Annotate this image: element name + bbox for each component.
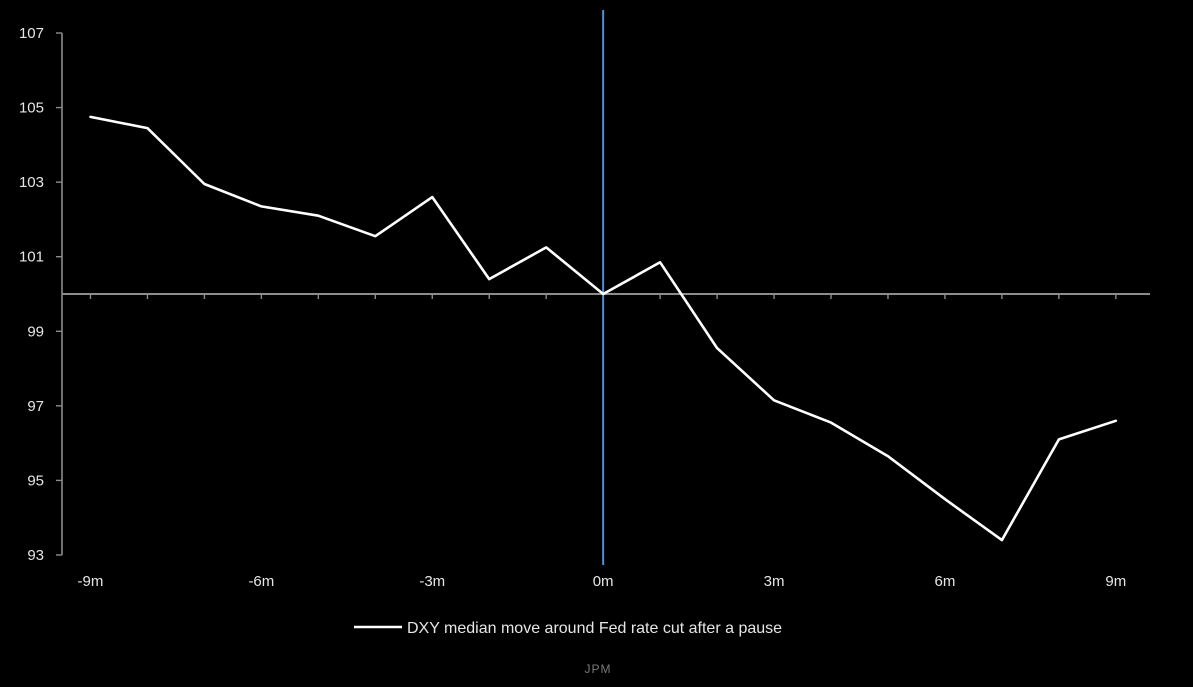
x-tick-label: 3m — [764, 573, 785, 590]
y-tick-label: 99 — [27, 323, 44, 340]
x-tick-label: -6m — [248, 573, 274, 590]
y-tick-label: 93 — [27, 547, 44, 564]
x-tick-label: 9m — [1105, 573, 1126, 590]
series-lines — [89, 115, 1118, 542]
y-tick-label: 97 — [27, 398, 44, 415]
series-line — [89, 115, 1118, 542]
y-tick-label: 101 — [19, 249, 44, 266]
x-tick-label: -3m — [419, 573, 445, 590]
y-tick-label: 105 — [19, 100, 44, 117]
y-tick-label: 103 — [19, 174, 44, 191]
x-tick-label: 0m — [593, 573, 614, 590]
x-tick-label: -9m — [78, 573, 104, 590]
legend-label: DXY median move around Fed rate cut afte… — [407, 620, 782, 637]
y-axis: 93 95 97 99 101 103 105 107 — [19, 25, 63, 564]
x-axis-labels: -9m -6m -3m 0m 3m 6m 9m — [78, 573, 1127, 590]
y-tick-label: 107 — [19, 25, 44, 42]
legend: DXY median move around Fed rate cut afte… — [354, 620, 782, 637]
y-tick-label: 95 — [27, 472, 44, 489]
source-label: JPM — [585, 662, 612, 676]
x-tick-label: 6m — [935, 573, 956, 590]
